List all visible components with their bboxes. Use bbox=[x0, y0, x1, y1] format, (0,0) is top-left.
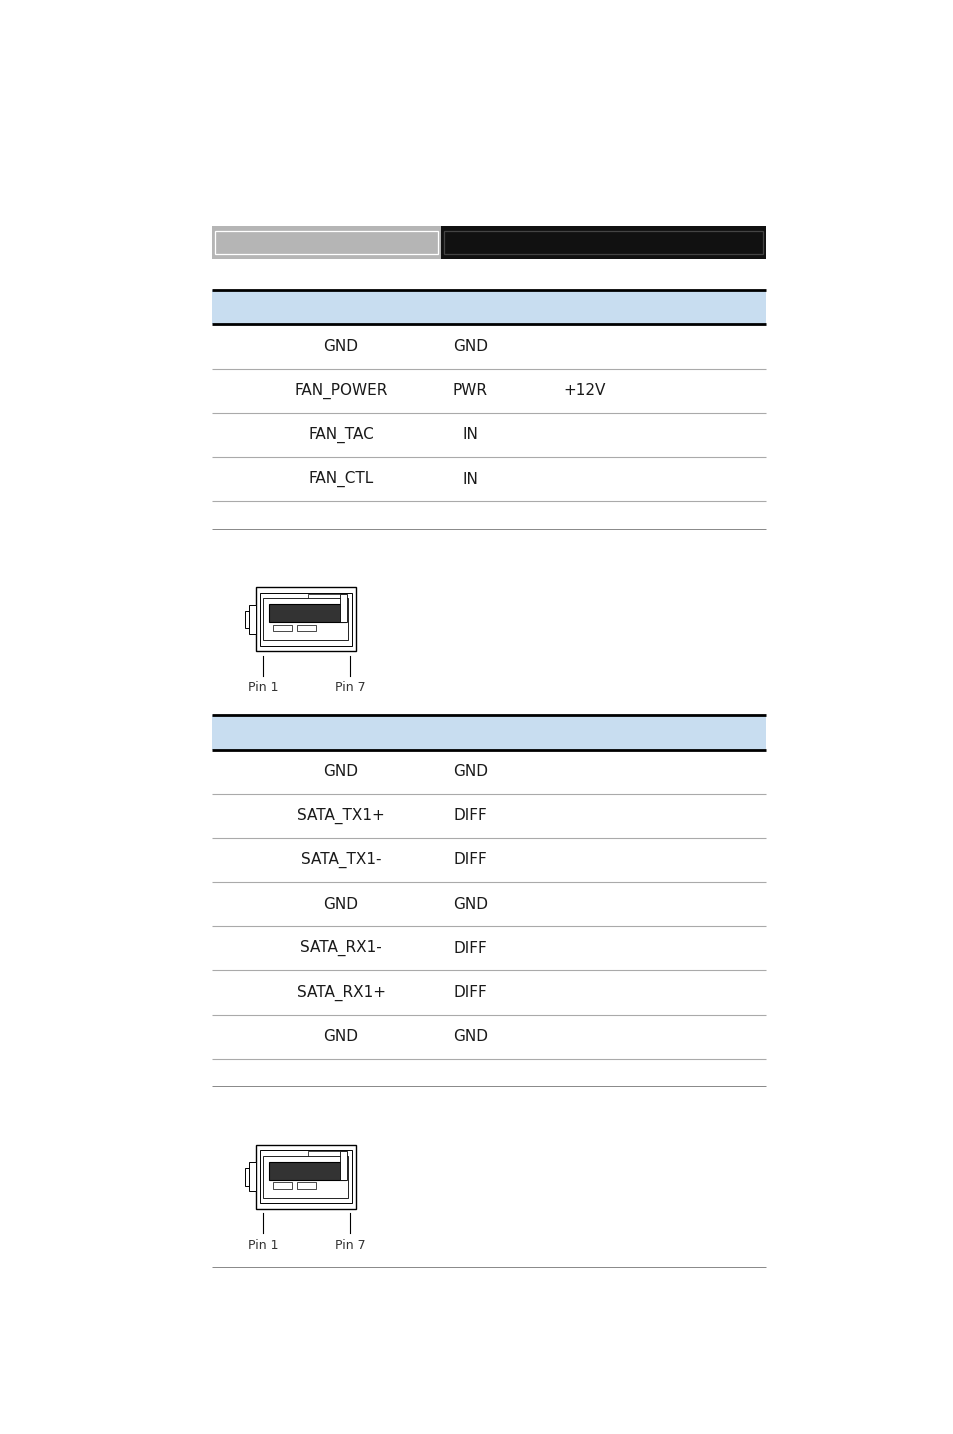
Bar bbox=[269, 604, 346, 622]
Text: DIFF: DIFF bbox=[453, 941, 487, 956]
Bar bbox=[212, 716, 765, 750]
Bar bbox=[249, 605, 255, 634]
Text: GND: GND bbox=[453, 1030, 487, 1044]
Text: +12V: +12V bbox=[563, 383, 605, 399]
Bar bbox=[308, 1152, 340, 1156]
Text: FAN_CTL: FAN_CTL bbox=[308, 470, 374, 488]
Text: SATA_TX1+: SATA_TX1+ bbox=[297, 807, 384, 825]
Bar bbox=[443, 231, 762, 254]
Bar bbox=[255, 1144, 355, 1209]
Text: GND: GND bbox=[453, 338, 487, 354]
Bar bbox=[259, 592, 352, 645]
Bar bbox=[273, 625, 292, 631]
Text: IN: IN bbox=[462, 427, 477, 442]
Bar bbox=[263, 1156, 348, 1197]
Text: GND: GND bbox=[323, 1030, 358, 1044]
Bar bbox=[245, 1169, 249, 1186]
Text: IN: IN bbox=[462, 472, 477, 486]
Bar bbox=[340, 594, 347, 622]
Bar bbox=[308, 594, 340, 598]
Bar bbox=[263, 598, 348, 640]
Bar bbox=[255, 588, 355, 651]
Text: DIFF: DIFF bbox=[453, 809, 487, 823]
Bar bbox=[212, 225, 440, 260]
Text: DIFF: DIFF bbox=[453, 852, 487, 868]
Text: SATA_RX1-: SATA_RX1- bbox=[300, 941, 381, 956]
Bar bbox=[212, 290, 765, 324]
Bar bbox=[273, 1182, 292, 1189]
Text: Pin 1: Pin 1 bbox=[248, 681, 278, 694]
Text: FAN_POWER: FAN_POWER bbox=[294, 383, 387, 399]
Text: PWR: PWR bbox=[453, 383, 487, 399]
Text: GND: GND bbox=[453, 764, 487, 779]
Bar bbox=[214, 231, 437, 254]
Bar bbox=[296, 625, 315, 631]
Text: DIFF: DIFF bbox=[453, 985, 487, 999]
Bar bbox=[259, 1150, 352, 1203]
Text: Pin 1: Pin 1 bbox=[248, 1239, 278, 1252]
Bar bbox=[249, 1163, 255, 1192]
Text: Pin 7: Pin 7 bbox=[335, 1239, 365, 1252]
Bar bbox=[296, 1182, 315, 1189]
Text: GND: GND bbox=[323, 764, 358, 779]
Text: GND: GND bbox=[323, 338, 358, 354]
Bar bbox=[245, 611, 249, 628]
Text: Pin 7: Pin 7 bbox=[335, 681, 365, 694]
Bar bbox=[269, 1162, 346, 1180]
Text: SATA_RX1+: SATA_RX1+ bbox=[296, 984, 385, 1001]
Text: GND: GND bbox=[323, 896, 358, 912]
Text: GND: GND bbox=[453, 896, 487, 912]
Text: SATA_TX1-: SATA_TX1- bbox=[300, 852, 381, 868]
Bar bbox=[440, 225, 765, 260]
Bar bbox=[340, 1152, 347, 1180]
Text: FAN_TAC: FAN_TAC bbox=[308, 427, 374, 443]
